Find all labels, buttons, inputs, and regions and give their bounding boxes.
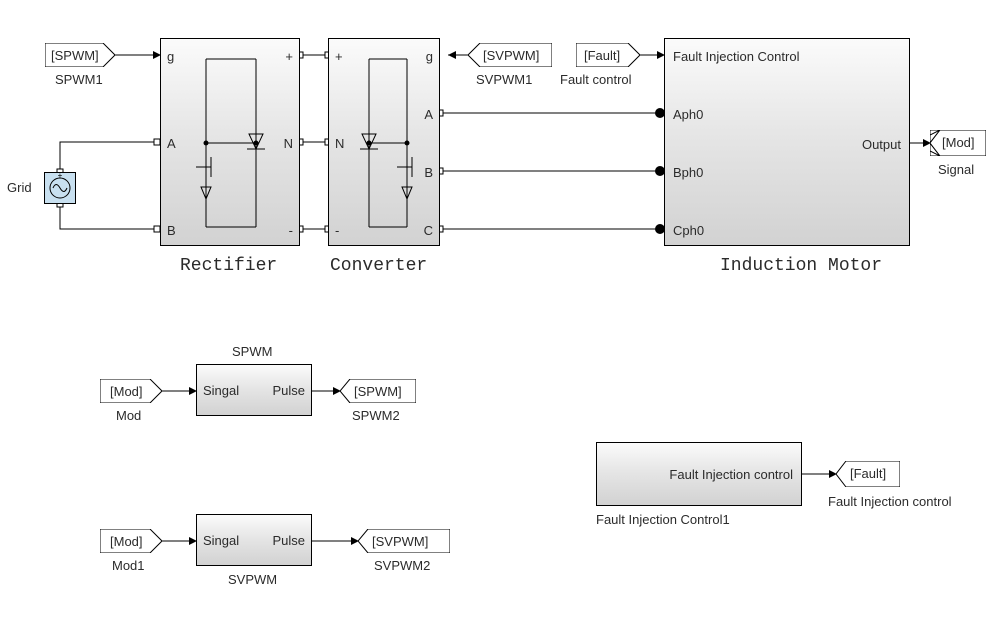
- source-grid-label: Grid: [7, 180, 32, 195]
- port: Fault Injection Control: [673, 49, 799, 64]
- goto-svpwm2-text: [SVPWM]: [372, 534, 428, 549]
- igbt-bridge-icon: [329, 39, 441, 247]
- from-mod1-text: [Mod]: [110, 534, 143, 549]
- block-rectifier[interactable]: g A B + N -: [160, 38, 300, 246]
- block-svpwm[interactable]: Singal Pulse: [196, 514, 312, 566]
- goto-spwm2-text: [SPWM]: [354, 384, 402, 399]
- port: Output: [862, 137, 901, 152]
- block-fic1-label: Fault Injection Control1: [596, 512, 730, 527]
- svg-text:+: +: [58, 173, 63, 180]
- block-converter[interactable]: + N - g A B C: [328, 38, 440, 246]
- from-fault-label: Fault control: [560, 72, 632, 87]
- from-mod-label: Mod: [116, 408, 141, 423]
- port-in: Singal: [203, 383, 239, 398]
- block-induction-motor-label: Induction Motor: [720, 256, 882, 276]
- from-spwm1-text: [SPWM]: [51, 48, 99, 63]
- from-fault-text: [Fault]: [584, 48, 620, 63]
- goto-fault-label: Fault Injection control: [828, 494, 952, 509]
- goto-fault-text: [Fault]: [850, 466, 886, 481]
- block-induction-motor[interactable]: Fault Injection Control Aph0 Bph0 Cph0 O…: [664, 38, 910, 246]
- port-out: Pulse: [272, 533, 305, 548]
- block-spwm-label: SPWM: [232, 344, 272, 359]
- port: Bph0: [673, 165, 703, 180]
- block-converter-label: Converter: [330, 256, 427, 276]
- from-mod1-label: Mod1: [112, 558, 145, 573]
- block-spwm[interactable]: Singal Pulse: [196, 364, 312, 416]
- goto-mod-label: Signal: [938, 162, 974, 177]
- from-spwm1-label: SPWM1: [55, 72, 103, 87]
- goto-spwm2-label: SPWM2: [352, 408, 400, 423]
- port: Cph0: [673, 223, 704, 238]
- block-fault-injection-control1[interactable]: Fault Injection control: [596, 442, 802, 506]
- source-grid[interactable]: +: [44, 172, 76, 204]
- simulink-canvas: [SPWM] SPWM1 + Grid g A B + N - Rectifie…: [0, 0, 1000, 642]
- from-svpwm1-text: [SVPWM]: [483, 48, 539, 63]
- port: Aph0: [673, 107, 703, 122]
- port-out: Pulse: [272, 383, 305, 398]
- sine-source-icon: +: [45, 173, 75, 203]
- goto-svpwm2-label: SVPWM2: [374, 558, 430, 573]
- port-in: Singal: [203, 533, 239, 548]
- block-svpwm-label: SVPWM: [228, 572, 277, 587]
- port-out: Fault Injection control: [669, 467, 793, 482]
- igbt-bridge-icon: [161, 39, 301, 247]
- goto-mod-text: [Mod]: [942, 135, 975, 150]
- block-rectifier-label: Rectifier: [180, 256, 277, 276]
- from-svpwm1-label: SVPWM1: [476, 72, 532, 87]
- from-mod-text: [Mod]: [110, 384, 143, 399]
